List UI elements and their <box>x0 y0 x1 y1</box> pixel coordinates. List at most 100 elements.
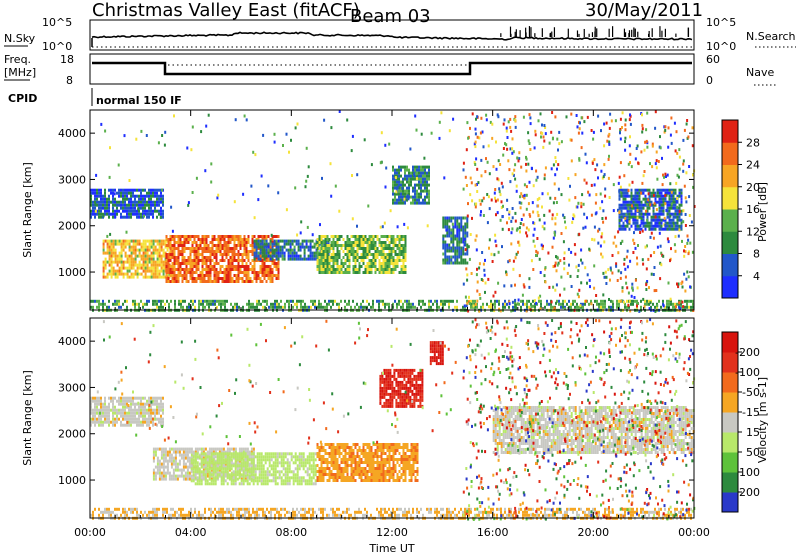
heat-cell <box>106 206 108 210</box>
heat-cell <box>622 191 625 195</box>
heat-cell <box>245 271 248 274</box>
heat-cell <box>126 242 129 246</box>
heat-cell <box>203 268 206 271</box>
heat-speckle <box>624 123 627 127</box>
heat-cell <box>640 299 642 303</box>
heat-cell <box>164 453 167 457</box>
heat-speckle <box>648 227 651 231</box>
heat-cell <box>462 240 465 244</box>
heat-cell <box>498 299 500 303</box>
heat-cell <box>96 188 98 192</box>
heat-cell <box>110 420 112 424</box>
heat-cell <box>291 257 294 261</box>
heat-cell <box>200 302 202 306</box>
heat-cell <box>248 299 250 303</box>
heat-cell <box>402 256 405 259</box>
heat-cell <box>360 265 363 268</box>
heat-cell <box>508 305 510 309</box>
heat-speckle <box>525 193 528 197</box>
heat-cell <box>303 251 306 255</box>
heat-speckle <box>643 170 646 173</box>
heat-cell <box>338 271 341 274</box>
heat-cell <box>94 408 96 412</box>
heat-cell <box>154 447 157 451</box>
heat-cell <box>442 299 444 303</box>
heat-cell <box>662 200 665 204</box>
heat-speckle <box>653 289 656 293</box>
heat-cell <box>255 242 258 246</box>
heat-cell <box>148 248 151 252</box>
heat-cell <box>376 253 379 256</box>
heat-speckle <box>488 238 491 242</box>
heat-cell <box>402 305 404 309</box>
heat-cell <box>233 259 236 262</box>
heat-speckle <box>385 166 388 170</box>
heat-cell <box>398 256 401 259</box>
heat-speckle <box>591 237 594 241</box>
heat-cell <box>354 238 357 241</box>
heat-cell <box>128 215 130 219</box>
heat-cell <box>102 251 105 255</box>
heat-cell <box>680 188 683 192</box>
heat-cell <box>277 271 280 274</box>
heat-cell <box>247 265 250 268</box>
heat-speckle <box>527 228 530 232</box>
heat-cell <box>632 200 635 204</box>
heat-cell <box>452 246 455 250</box>
heat-cell <box>110 272 113 276</box>
heat-cell <box>146 254 149 258</box>
heat-cell <box>269 248 272 252</box>
heat-cell <box>646 209 649 213</box>
heat-cell <box>156 459 159 463</box>
heat-cell <box>154 396 156 400</box>
heat-speckle <box>475 183 478 186</box>
heat-speckle <box>570 159 573 163</box>
heat-cell <box>219 241 222 244</box>
heat-cell <box>156 191 158 195</box>
heat-cell <box>171 235 174 238</box>
heat-cell <box>662 197 665 201</box>
heat-speckle <box>465 184 468 187</box>
heat-speckle <box>511 227 514 231</box>
heat-cell <box>626 209 629 213</box>
heat-cell <box>326 265 329 268</box>
heat-cell <box>356 250 359 253</box>
heat-cell <box>108 197 110 201</box>
heat-cell <box>245 241 248 244</box>
heat-cell <box>148 212 150 216</box>
heat-cell <box>122 206 124 210</box>
heat-speckle <box>210 180 213 184</box>
heat-cell <box>360 241 363 244</box>
heat-cell <box>388 262 391 265</box>
heat-speckle <box>520 201 523 205</box>
heat-cell <box>106 197 108 201</box>
heat-speckle <box>567 247 570 251</box>
heat-cell <box>634 224 637 228</box>
heat-cell <box>658 224 661 228</box>
heat-speckle <box>669 182 672 186</box>
heat-cell <box>100 197 102 201</box>
heat-cell <box>680 212 683 216</box>
heat-speckle <box>217 193 220 197</box>
heat-cell <box>462 261 465 265</box>
heat-cell <box>185 238 188 241</box>
heat-cell <box>303 257 306 261</box>
heat-cell <box>255 259 258 262</box>
heat-cell <box>264 299 266 303</box>
heat-cell <box>126 402 128 406</box>
heat-speckle <box>527 202 530 206</box>
heat-speckle <box>501 215 504 219</box>
heat-cell <box>138 188 140 192</box>
heat-cell <box>460 252 463 256</box>
heat-cell <box>124 399 126 403</box>
heat-cell <box>444 240 447 244</box>
heat-cell <box>104 260 107 264</box>
heat-speckle <box>604 216 607 220</box>
heat-cell <box>400 192 402 196</box>
heat-cell <box>324 247 327 250</box>
heat-speckle <box>613 235 616 239</box>
heat-cell <box>672 227 675 231</box>
heat-cell <box>420 189 422 193</box>
heat-cell <box>152 447 155 451</box>
heat-speckle <box>509 180 512 184</box>
